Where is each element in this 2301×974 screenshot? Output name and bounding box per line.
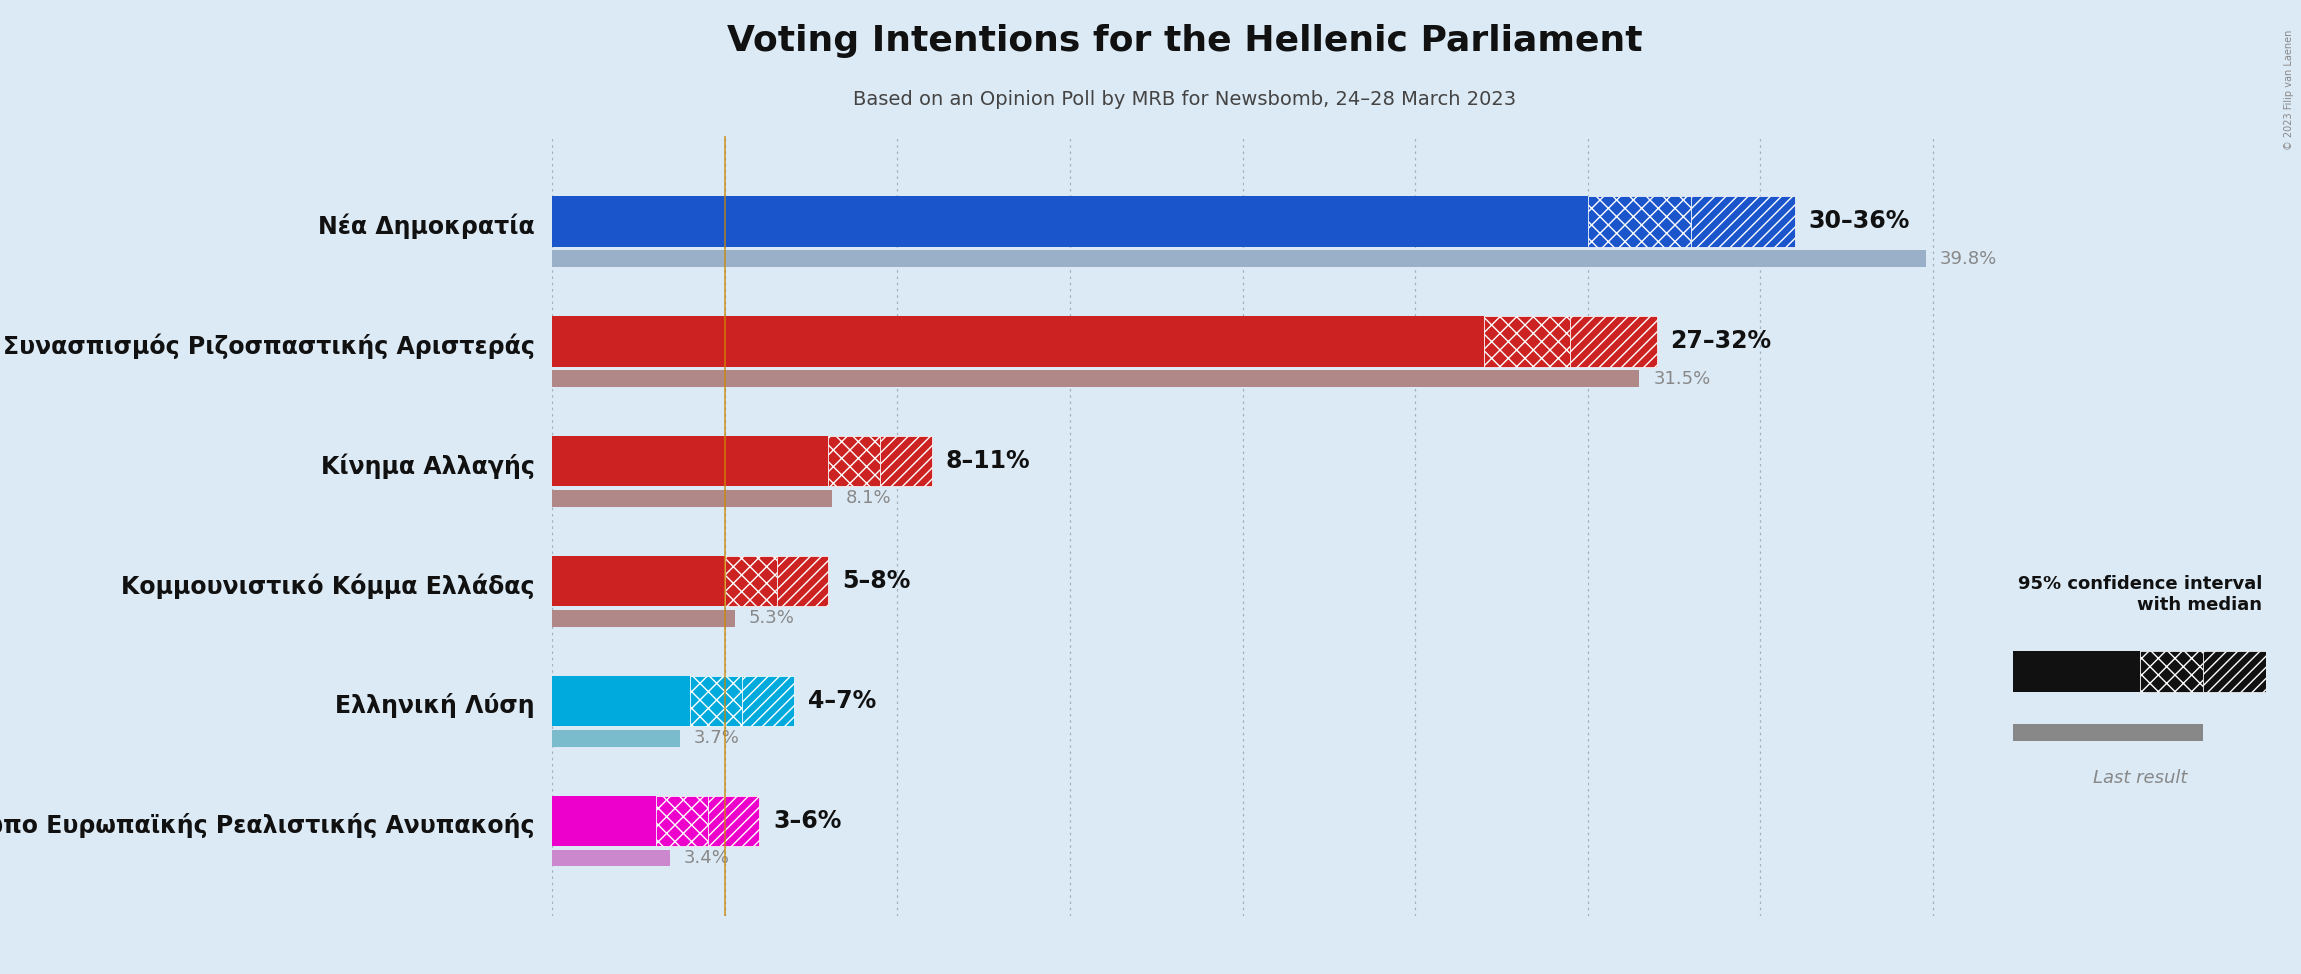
Bar bbox=[1569, 317, 1657, 366]
Bar bbox=[725, 556, 778, 606]
Bar bbox=[552, 317, 1484, 366]
Bar bbox=[778, 556, 828, 606]
Bar bbox=[828, 436, 879, 486]
Text: 3.4%: 3.4% bbox=[683, 849, 729, 867]
Text: Συνασπισμός Ριζοσπαστικής Αριστεράς: Συνασπισμός Ριζοσπαστικής Αριστεράς bbox=[2, 333, 534, 358]
Text: 3–6%: 3–6% bbox=[773, 808, 842, 833]
Text: Κομμουνιστικό Κόμμα Ελλάδας: Κομμουνιστικό Κόμμα Ελλάδας bbox=[122, 573, 534, 599]
Text: © 2023 Filip van Laenen: © 2023 Filip van Laenen bbox=[2285, 29, 2294, 150]
Bar bbox=[552, 610, 736, 626]
Bar bbox=[690, 676, 741, 727]
Bar bbox=[552, 556, 725, 606]
Bar bbox=[552, 490, 833, 506]
Text: 95% confidence interval
with median: 95% confidence interval with median bbox=[2018, 575, 2262, 614]
Text: Κίνημα Αλλαγής: Κίνημα Αλλαγής bbox=[322, 453, 534, 479]
Bar bbox=[2204, 651, 2266, 692]
Bar bbox=[2140, 651, 2204, 692]
Text: Voting Intentions for the Hellenic Parliament: Voting Intentions for the Hellenic Parli… bbox=[727, 24, 1643, 58]
Text: Μέτωπο Ευρωπαϊκής Ρεαλιστικής Ανυπακοής: Μέτωπο Ευρωπαϊκής Ρεαλιστικής Ανυπακοής bbox=[0, 813, 534, 839]
Text: Based on an Opinion Poll by MRB for Newsbomb, 24–28 March 2023: Based on an Opinion Poll by MRB for News… bbox=[854, 90, 1516, 109]
Text: 8.1%: 8.1% bbox=[847, 489, 890, 507]
Text: 4–7%: 4–7% bbox=[808, 689, 877, 713]
Bar bbox=[552, 436, 828, 486]
Bar bbox=[879, 436, 932, 486]
Text: 3.7%: 3.7% bbox=[695, 730, 739, 747]
Bar bbox=[552, 250, 1926, 267]
Bar bbox=[1484, 317, 1569, 366]
Text: 31.5%: 31.5% bbox=[1652, 369, 1710, 388]
Bar bbox=[709, 796, 759, 846]
Text: Ελληνική Λύση: Ελληνική Λύση bbox=[336, 693, 534, 718]
Text: 8–11%: 8–11% bbox=[946, 449, 1031, 473]
Bar bbox=[2013, 651, 2140, 692]
Bar bbox=[2013, 724, 2204, 741]
Text: 39.8%: 39.8% bbox=[1940, 249, 1997, 268]
Text: Nέα Δημοκρατία: Nέα Δημοκρατία bbox=[318, 213, 534, 239]
Bar bbox=[552, 370, 1638, 387]
Text: 5.3%: 5.3% bbox=[750, 610, 794, 627]
Bar bbox=[741, 676, 794, 727]
Bar bbox=[1691, 197, 1795, 246]
Text: 27–32%: 27–32% bbox=[1671, 329, 1772, 354]
Text: Last result: Last result bbox=[2092, 769, 2188, 787]
Bar bbox=[656, 796, 709, 846]
Bar bbox=[552, 676, 690, 727]
Text: 30–36%: 30–36% bbox=[1809, 209, 1910, 234]
Bar bbox=[552, 730, 681, 746]
Bar bbox=[552, 197, 1588, 246]
Bar bbox=[1588, 197, 1691, 246]
Bar bbox=[552, 849, 670, 867]
Bar bbox=[552, 796, 656, 846]
Text: 5–8%: 5–8% bbox=[842, 569, 911, 593]
